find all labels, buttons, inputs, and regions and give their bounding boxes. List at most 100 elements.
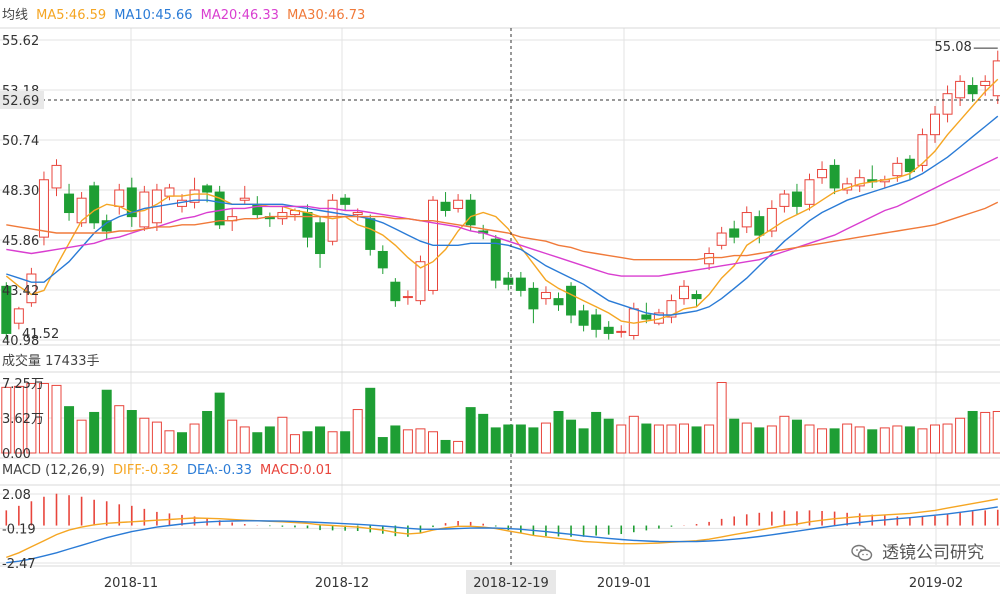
volume-bar bbox=[377, 437, 388, 454]
x-tick-label: 2019-02 bbox=[909, 576, 963, 591]
volume-bar bbox=[817, 428, 828, 454]
volume-bar bbox=[101, 389, 112, 454]
crosshair-price-label: 52.69 bbox=[2, 94, 39, 109]
macd-legend: MACD (12,26,9) DIFF:-0.32 DEA:-0.33 MACD… bbox=[2, 463, 332, 478]
volume-bar bbox=[76, 419, 87, 454]
candle-body bbox=[904, 158, 915, 173]
macd-tick-label: -2.47 bbox=[2, 557, 36, 572]
candle-body bbox=[114, 189, 125, 207]
dea-line bbox=[6, 506, 998, 564]
volume-tick-label: 7.25万 bbox=[2, 377, 44, 392]
volume-tick-label: 3.62万 bbox=[2, 412, 44, 427]
crosshair-date-box bbox=[466, 570, 556, 594]
candle-body bbox=[892, 162, 903, 177]
candle-body bbox=[126, 187, 137, 218]
candle-body bbox=[415, 261, 426, 302]
candle-body bbox=[766, 207, 777, 232]
candle-body bbox=[540, 291, 551, 300]
candle-body bbox=[51, 164, 62, 189]
volume-bar bbox=[490, 427, 501, 454]
crosshair-date-label: 2018-12-19 bbox=[473, 576, 549, 591]
candle-body bbox=[352, 212, 363, 216]
volume-bar bbox=[352, 409, 363, 454]
candle-body bbox=[453, 199, 464, 209]
volume-bar bbox=[1, 386, 12, 454]
low-price-label: 41.52 bbox=[22, 327, 59, 342]
candle-body bbox=[817, 169, 828, 179]
x-tick-label: 2018-11 bbox=[104, 576, 158, 591]
volume-bar bbox=[679, 423, 689, 454]
candle-body bbox=[741, 212, 752, 228]
volume-bar bbox=[478, 413, 489, 454]
ma-line-ma10 bbox=[6, 115, 999, 316]
volume-bar bbox=[779, 415, 790, 454]
candle-body bbox=[553, 298, 564, 306]
volume-bar bbox=[729, 418, 740, 454]
price-tick-label: 48.30 bbox=[2, 184, 39, 199]
volume-bar bbox=[628, 415, 639, 454]
volume-bar bbox=[164, 430, 175, 454]
volume-bar bbox=[239, 426, 250, 454]
volume-bar bbox=[453, 440, 464, 454]
volume-bar bbox=[114, 405, 125, 454]
volume-bar bbox=[791, 419, 802, 454]
volume-bar bbox=[754, 427, 765, 454]
candle-body bbox=[992, 60, 1000, 97]
volume-bar bbox=[139, 417, 150, 454]
candle-body bbox=[566, 285, 577, 316]
candle-body bbox=[89, 185, 100, 224]
volume-bar bbox=[540, 422, 551, 454]
candle-body bbox=[679, 285, 689, 300]
candle-body bbox=[327, 199, 338, 242]
candle-body bbox=[616, 330, 627, 333]
ma-line-ma5 bbox=[5, 78, 999, 324]
volume-bar bbox=[126, 410, 137, 454]
candle-body bbox=[515, 277, 526, 291]
diff-legend: DIFF:-0.32 bbox=[113, 463, 179, 478]
candle-body bbox=[804, 179, 815, 205]
volume-bar bbox=[867, 429, 878, 454]
candle-body bbox=[967, 84, 978, 95]
ma20-legend: MA20:46.33 bbox=[200, 8, 279, 23]
volume-bar bbox=[591, 411, 602, 454]
candle-body bbox=[440, 201, 451, 211]
candle-body bbox=[1, 285, 12, 334]
macd-tick-label: 2.08 bbox=[2, 488, 31, 503]
volume-bar bbox=[51, 384, 62, 454]
volume-bar bbox=[854, 426, 865, 454]
volume-bar bbox=[716, 382, 727, 454]
candle-body bbox=[26, 273, 37, 304]
candle-body bbox=[603, 326, 614, 334]
price-tick-label: 50.74 bbox=[2, 134, 39, 149]
candle-body bbox=[13, 308, 24, 324]
volume-bar bbox=[955, 417, 966, 454]
volume-bar bbox=[666, 424, 677, 454]
volume-bar bbox=[942, 423, 953, 454]
candle-body bbox=[164, 187, 175, 197]
price-tick-label: 55.62 bbox=[2, 34, 39, 49]
volume-bar bbox=[64, 406, 75, 454]
ma10-legend: MA10:45.66 bbox=[114, 8, 193, 23]
volume-bar bbox=[13, 385, 24, 454]
volume-bar bbox=[415, 428, 426, 454]
candle-body bbox=[930, 113, 940, 136]
volume-bar bbox=[340, 431, 351, 454]
candle-body bbox=[340, 197, 351, 205]
candle-body bbox=[641, 314, 652, 320]
candle-body bbox=[591, 314, 602, 330]
volume-bar bbox=[465, 407, 476, 454]
candle-body bbox=[955, 80, 966, 99]
watermark-text: 透镜公司研究 bbox=[882, 543, 984, 563]
candle-body bbox=[854, 177, 865, 187]
volume-bar bbox=[289, 434, 300, 454]
candle-body bbox=[917, 134, 928, 166]
volume-bar bbox=[578, 428, 589, 454]
candle-body bbox=[189, 189, 200, 203]
candle-body bbox=[503, 277, 514, 285]
candle-body bbox=[64, 193, 75, 214]
candle-body bbox=[277, 212, 288, 220]
volume-bar bbox=[252, 432, 263, 454]
volume-bar bbox=[691, 426, 702, 454]
volume-bar bbox=[528, 427, 539, 454]
